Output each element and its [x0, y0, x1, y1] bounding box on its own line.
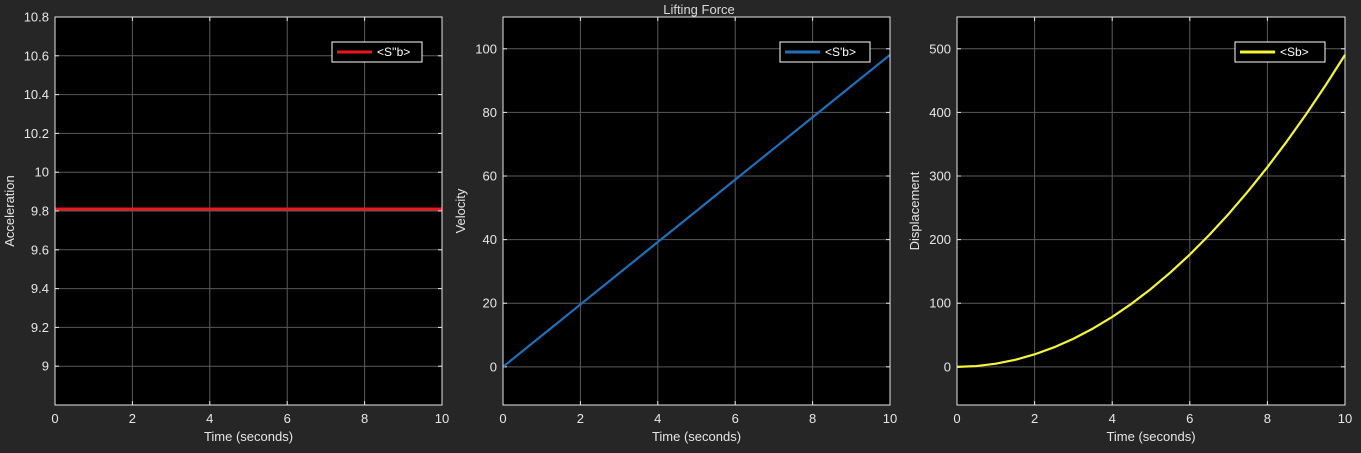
y-tick-label: 500: [929, 41, 951, 56]
series-line: [956, 54, 1346, 368]
x-tick-label: 6: [284, 411, 291, 426]
y-axis-label: Displacement: [907, 171, 922, 250]
axes-box: [956, 16, 1346, 406]
axes-box: [54, 16, 443, 406]
y-axis-label: Acceleration: [2, 175, 17, 247]
x-axis-label: Time (seconds): [1106, 429, 1195, 444]
x-tick-label: 8: [809, 411, 816, 426]
y-tick-label: 100: [475, 41, 497, 56]
x-tick-label: 6: [732, 411, 739, 426]
axes-box: [502, 16, 891, 406]
x-axis-label: Time (seconds): [652, 429, 741, 444]
x-tick-label: 4: [206, 411, 213, 426]
grid: [54, 16, 443, 405]
y-tick-label: 20: [483, 296, 497, 311]
x-tick-label: 8: [1264, 411, 1271, 426]
y-tick-label: 10.4: [24, 87, 49, 102]
legend-label: <S''b>: [377, 45, 410, 59]
y-tick-label: 10.2: [24, 126, 49, 141]
legend-box: [331, 41, 423, 63]
plot-area: [957, 17, 1345, 405]
legend: <S'b>: [779, 41, 871, 63]
y-tick-label: 10.8: [24, 10, 49, 25]
x-tick-label: 0: [953, 411, 960, 426]
x-tick-label: 6: [1186, 411, 1193, 426]
y-tick-label: 10.6: [24, 48, 49, 63]
y-tick-label: 300: [929, 169, 951, 184]
y-tick-label: 100: [929, 296, 951, 311]
x-tick-label: 10: [883, 411, 897, 426]
y-tick-label: 9.8: [31, 204, 49, 219]
legend-label: <Sb>: [1280, 45, 1309, 59]
y-tick-label: 9: [42, 359, 49, 374]
y-tick-label: 80: [483, 105, 497, 120]
x-tick-label: 0: [499, 411, 506, 426]
legend-label: <S'b>: [825, 45, 856, 59]
legend: <S''b>: [331, 41, 423, 63]
x-tick-label: 2: [1031, 411, 1038, 426]
x-tick-label: 0: [51, 411, 58, 426]
chart-axes-1: 0 2 4 6 8 10 9 9.2 9.4 9.6 9.8 10 10.2 10.4 10.6 10.8 Ti…: [2, 10, 449, 445]
x-tick-label: 2: [129, 411, 136, 426]
x-tick-label: 10: [435, 411, 449, 426]
x-tick-label: 2: [577, 411, 584, 426]
y-tick-label: 9.6: [31, 242, 49, 257]
y-tick-label: 200: [929, 232, 951, 247]
x-tick-label: 8: [361, 411, 368, 426]
legend: <Sb>: [1234, 41, 1326, 63]
y-axis-label: Velocity: [453, 188, 468, 233]
figure-title: Lifting Force: [663, 2, 735, 17]
legend-box: [779, 41, 871, 63]
legend-box: [1234, 41, 1326, 63]
y-tick-label: 0: [490, 359, 497, 374]
y-tick-label: 0: [944, 359, 951, 374]
y-tick-label: 9.4: [31, 281, 49, 296]
x-tick-label: 4: [654, 411, 661, 426]
x-axis-label: Time (seconds): [204, 429, 293, 444]
x-tick-label: 4: [1109, 411, 1116, 426]
y-tick-label: 60: [483, 169, 497, 184]
y-tick-label: 9.2: [31, 320, 49, 335]
y-tick-label: 40: [483, 232, 497, 247]
x-tick-label: 10: [1338, 411, 1352, 426]
series-line: [502, 53, 891, 368]
y-tick-label: 10: [35, 165, 49, 180]
y-tick-label: 400: [929, 105, 951, 120]
